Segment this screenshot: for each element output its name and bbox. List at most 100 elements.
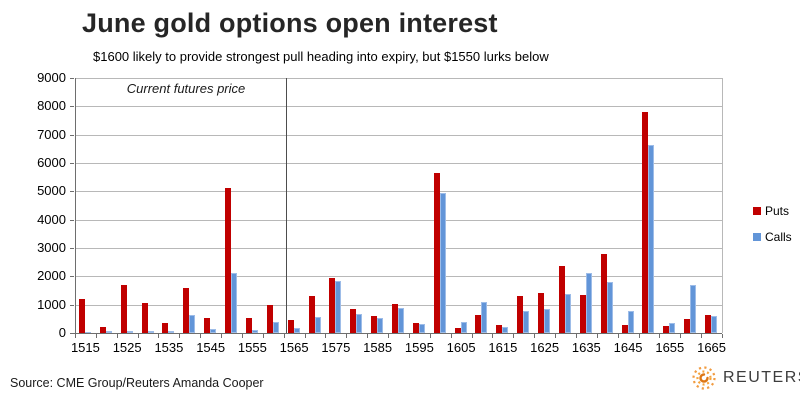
x-tick bbox=[513, 334, 515, 338]
bar-calls-1635 bbox=[585, 273, 592, 333]
bar-puts-1655 bbox=[663, 326, 670, 333]
y-axis-label: 9000 bbox=[37, 70, 66, 85]
x-tick bbox=[680, 334, 682, 338]
bar-calls-1545 bbox=[210, 329, 217, 333]
gridline-7000 bbox=[75, 134, 722, 136]
x-tick bbox=[304, 334, 306, 338]
bar-puts-1570 bbox=[308, 296, 315, 333]
bar-puts-1630 bbox=[558, 266, 565, 333]
chart-legend: Puts Calls bbox=[753, 204, 792, 256]
x-axis-label: 1565 bbox=[279, 340, 309, 355]
bar-calls-1515 bbox=[84, 332, 91, 333]
x-tick bbox=[701, 334, 703, 338]
gridline-5000 bbox=[75, 191, 722, 193]
bar-calls-1555 bbox=[251, 330, 258, 333]
bar-puts-1560 bbox=[266, 305, 273, 333]
puts-swatch-icon bbox=[753, 207, 761, 215]
bar-puts-1600 bbox=[433, 173, 440, 333]
bar-puts-1540 bbox=[183, 288, 190, 333]
x-axis-line bbox=[70, 333, 722, 334]
bar-puts-1580 bbox=[350, 309, 357, 333]
bar-puts-1650 bbox=[642, 112, 649, 333]
bar-calls-1665 bbox=[711, 316, 718, 333]
bar-puts-1610 bbox=[475, 315, 482, 333]
bar-calls-1630 bbox=[564, 294, 571, 333]
y-tick bbox=[70, 78, 74, 79]
bar-puts-1660 bbox=[684, 319, 691, 333]
y-tick bbox=[70, 163, 74, 164]
bar-calls-1660 bbox=[690, 285, 697, 333]
y-axis-label: 8000 bbox=[37, 98, 66, 114]
y-axis-label: 3000 bbox=[37, 240, 66, 255]
y-axis-line bbox=[75, 78, 76, 333]
gridline-6000 bbox=[75, 163, 722, 164]
x-tick bbox=[179, 334, 181, 338]
x-tick bbox=[617, 334, 619, 338]
x-tick bbox=[221, 334, 223, 338]
source-attribution: Source: CME Group/Reuters Amanda Cooper bbox=[10, 376, 264, 390]
bar-calls-1570 bbox=[314, 317, 321, 333]
bar-calls-1625 bbox=[544, 309, 551, 333]
bar-puts-1615 bbox=[496, 325, 503, 333]
x-axis-label: 1595 bbox=[404, 340, 434, 355]
bar-puts-1595 bbox=[412, 323, 419, 333]
bar-calls-1525 bbox=[126, 331, 133, 333]
y-axis-label: 4000 bbox=[37, 211, 66, 227]
current-futures-price-label: Current futures price bbox=[126, 81, 246, 96]
x-axis-label: 1545 bbox=[196, 340, 226, 355]
bar-calls-1655 bbox=[669, 323, 676, 333]
gridline-4000 bbox=[75, 219, 722, 221]
bar-puts-1620 bbox=[517, 296, 524, 333]
bar-calls-1620 bbox=[523, 311, 530, 333]
y-axis-label: 6000 bbox=[37, 155, 66, 170]
bar-puts-1585 bbox=[371, 316, 378, 333]
bar-calls-1610 bbox=[481, 302, 488, 333]
bar-calls-1580 bbox=[356, 314, 363, 333]
x-tick bbox=[534, 334, 536, 338]
legend-label-calls: Calls bbox=[765, 230, 792, 244]
bar-puts-1640 bbox=[600, 254, 607, 333]
bar-calls-1590 bbox=[398, 308, 404, 333]
plot-right-border bbox=[722, 78, 723, 333]
x-tick bbox=[638, 334, 640, 338]
x-axis-label: 1665 bbox=[697, 340, 727, 355]
bar-calls-1535 bbox=[168, 331, 175, 333]
x-tick bbox=[659, 334, 661, 338]
x-tick bbox=[408, 334, 410, 338]
gridline-3000 bbox=[75, 248, 722, 249]
x-axis-label: 1605 bbox=[446, 340, 476, 355]
bar-puts-1575 bbox=[329, 278, 336, 333]
y-tick bbox=[70, 134, 74, 136]
bar-calls-1650 bbox=[648, 145, 655, 333]
x-axis-label: 1625 bbox=[530, 340, 560, 355]
x-tick bbox=[241, 334, 243, 338]
gridline-8000 bbox=[75, 106, 722, 108]
x-tick bbox=[367, 334, 369, 338]
legend-label-puts: Puts bbox=[765, 204, 790, 218]
x-tick bbox=[95, 334, 97, 338]
bar-puts-1665 bbox=[705, 315, 712, 333]
gridline-1000 bbox=[75, 304, 722, 306]
bar-puts-1525 bbox=[120, 285, 127, 333]
reuters-logo: REUTERS bbox=[691, 365, 800, 391]
y-tick bbox=[70, 191, 74, 193]
x-tick bbox=[450, 334, 452, 338]
x-tick bbox=[158, 334, 160, 338]
y-axis-label: 5000 bbox=[37, 183, 66, 199]
bar-calls-1530 bbox=[147, 331, 154, 333]
x-axis-label: 1515 bbox=[70, 340, 100, 355]
bar-calls-1550 bbox=[231, 273, 238, 333]
bar-puts-1590 bbox=[392, 304, 398, 333]
bar-puts-1565 bbox=[287, 320, 294, 333]
x-axis-label: 1655 bbox=[655, 340, 685, 355]
bar-puts-1605 bbox=[454, 328, 461, 333]
reuters-logo-text: REUTERS bbox=[723, 369, 800, 386]
bar-puts-1530 bbox=[141, 303, 148, 333]
x-tick bbox=[388, 334, 390, 338]
x-tick bbox=[200, 334, 202, 338]
bar-calls-1605 bbox=[460, 322, 467, 333]
x-tick bbox=[346, 334, 348, 338]
x-tick bbox=[262, 334, 264, 338]
bar-calls-1560 bbox=[272, 322, 279, 333]
